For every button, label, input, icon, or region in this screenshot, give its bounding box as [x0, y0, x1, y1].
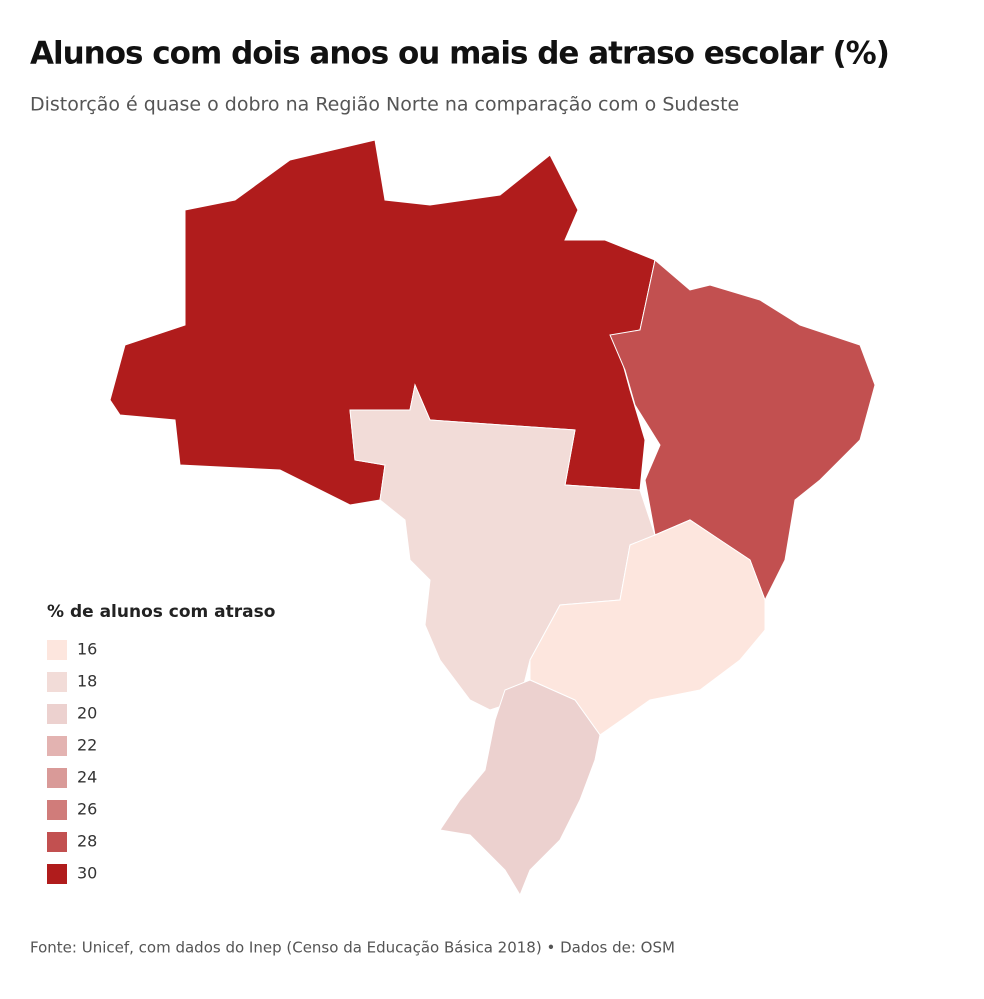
legend-swatch — [47, 704, 67, 724]
legend-swatch — [47, 800, 67, 820]
legend-label: 20 — [77, 704, 97, 723]
region — [349, 383, 656, 711]
legend-swatch — [47, 768, 67, 788]
legend-swatch — [47, 640, 67, 660]
legend-label: 24 — [77, 768, 97, 787]
region — [109, 139, 656, 506]
legend-label: 30 — [77, 864, 97, 883]
legend-swatch — [47, 736, 67, 756]
region — [529, 519, 766, 736]
legend-label: 16 — [77, 640, 97, 659]
region — [439, 679, 601, 897]
title: Alunos com dois anos ou mais de atraso e… — [30, 36, 889, 72]
legend-label: 26 — [77, 800, 97, 819]
legend-swatch — [47, 672, 67, 692]
source: Fonte: Unicef, com dados do Inep (Censo … — [30, 939, 675, 957]
legend-swatch — [47, 864, 67, 884]
legend-swatch — [47, 832, 67, 852]
legend-label: 18 — [77, 672, 97, 691]
legend-title: % de alunos com atraso — [47, 602, 275, 622]
legend-label: 28 — [77, 832, 97, 851]
subtitle: Distorção é quase o dobro na Região Nort… — [30, 94, 739, 116]
legend-label: 22 — [77, 736, 97, 755]
